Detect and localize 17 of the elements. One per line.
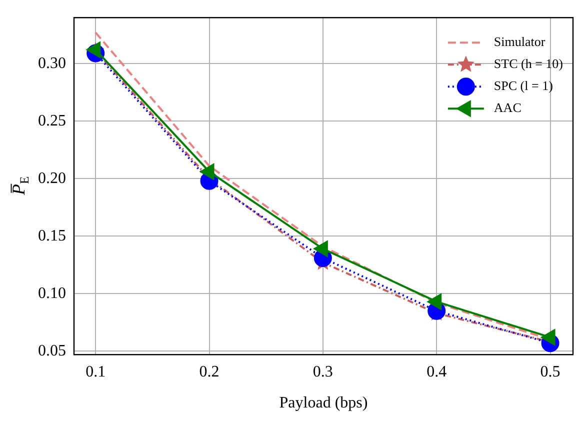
y-tick-label: 0.25 xyxy=(38,112,66,130)
x-tick-label: 0.2 xyxy=(199,363,220,380)
y-tick-label: 0.30 xyxy=(38,54,66,72)
legend-label: STC (h = 10) xyxy=(494,56,564,72)
legend-label: AAC xyxy=(494,100,522,116)
y-tick-label: 0.15 xyxy=(38,227,66,244)
x-tick-label: 0.4 xyxy=(426,363,447,380)
x-axis-title: Payload (bps) xyxy=(279,394,368,412)
legend-label: Simulator xyxy=(494,34,546,50)
x-tick-label: 0.3 xyxy=(312,363,333,380)
y-tick-label: 0.05 xyxy=(38,342,66,360)
legend-label: SPC (l = 1) xyxy=(494,78,553,94)
x-tick-label: 0.5 xyxy=(540,363,560,380)
y-tick-label: 0.20 xyxy=(38,170,66,187)
y-axis-title: P̅E xyxy=(8,176,32,196)
x-tick-label: 0.1 xyxy=(86,363,106,380)
y-tick-label: 0.10 xyxy=(38,284,66,302)
